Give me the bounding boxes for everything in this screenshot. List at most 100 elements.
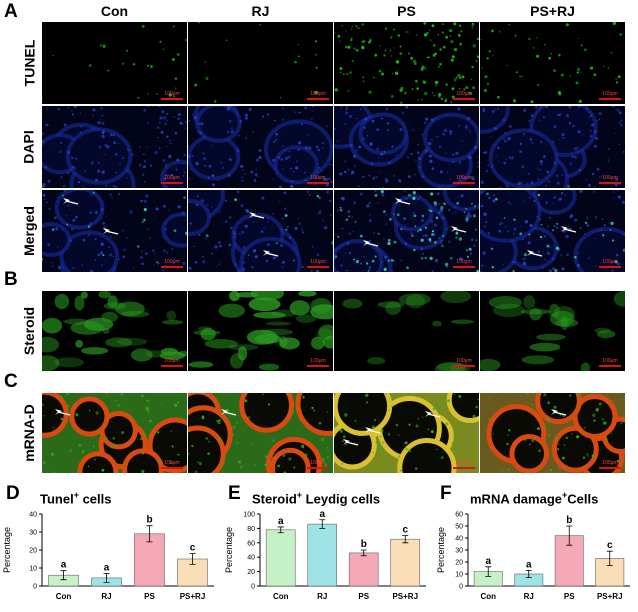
error-bar — [360, 549, 367, 557]
micrograph-dapi-1: 100μm — [188, 106, 333, 188]
bar — [348, 552, 379, 587]
error-bar — [60, 570, 67, 581]
x-tick-label: PS+RJ — [180, 592, 206, 601]
y-tick-label: 40 — [455, 536, 463, 543]
scale-bar-line — [161, 467, 183, 469]
scale-bar: 100μm — [307, 176, 329, 184]
micrograph-dapi-0: 100μm — [42, 106, 187, 188]
micrograph-mrna-0: 100μm — [42, 393, 187, 473]
y-tick-label: 60 — [455, 512, 463, 519]
y-tick-label: 40 — [247, 555, 255, 562]
scale-bar-label: 100μm — [602, 460, 618, 466]
column-header-rj: RJ — [251, 3, 270, 19]
micrograph-merged-0: 100μm — [42, 190, 187, 272]
error-bar — [189, 553, 196, 565]
micrograph-merged-3: 100μm — [480, 190, 625, 272]
scale-bar-label: 100μm — [456, 358, 472, 364]
scale-bar-label: 100μm — [164, 358, 180, 364]
micrograph-tunel-0: 100μm — [42, 22, 187, 104]
scale-bar-label: 100μm — [310, 259, 326, 265]
scale-bar-line — [161, 182, 183, 184]
scale-bar-line — [161, 365, 183, 367]
x-tick-label: PS+RJ — [597, 592, 623, 601]
scale-bar-label: 100μm — [602, 358, 618, 364]
scale-bar-line — [307, 467, 329, 469]
y-tick-label: 100 — [243, 512, 255, 519]
scale-bar: 100μm — [161, 92, 183, 100]
error-bar — [277, 526, 284, 534]
row-label-dapi: DAPI — [21, 130, 38, 164]
error-bar — [319, 519, 326, 529]
scale-bar-line — [307, 98, 329, 100]
micrograph-tunel-3: 100μm — [480, 22, 625, 104]
row-label-merged: Merged — [21, 206, 38, 256]
micrograph-steroid-2: 100μm — [334, 291, 479, 371]
scale-bar: 100μm — [453, 359, 475, 367]
scale-bar-line — [453, 266, 475, 268]
micrograph-mrna-2: 100μm — [334, 393, 479, 473]
scale-bar-line — [599, 98, 621, 100]
y-tick-label: 30 — [29, 530, 37, 537]
scale-bar-line — [453, 182, 475, 184]
chart-title-d: Tunel+ cells — [40, 490, 112, 507]
micrograph-merged-2: 100μm — [334, 190, 479, 272]
x-tick-label: RJ — [101, 592, 111, 601]
scale-bar-label: 100μm — [602, 91, 618, 97]
scale-bar: 100μm — [161, 260, 183, 268]
micrograph-steroid-3: 100μm — [480, 291, 625, 371]
scale-bar: 100μm — [599, 461, 621, 469]
scale-bar: 100μm — [307, 92, 329, 100]
y-axis-label: Percentage — [2, 527, 12, 573]
x-tick-label: Con — [273, 592, 289, 601]
y-tick-label: 0 — [33, 584, 37, 591]
scale-bar: 100μm — [307, 359, 329, 367]
scale-bar: 100μm — [453, 461, 475, 469]
column-header-ps-rj: PS+RJ — [530, 3, 575, 19]
significance-letter: a — [526, 559, 532, 570]
x-tick-label: PS — [144, 592, 155, 601]
scale-bar: 100μm — [599, 92, 621, 100]
micrograph-dapi-2: 100μm — [334, 106, 479, 188]
scale-bar-label: 100μm — [310, 91, 326, 97]
panel-letter-b: B — [4, 269, 18, 290]
y-tick-label: 40 — [29, 512, 37, 519]
scale-bar: 100μm — [599, 359, 621, 367]
scale-bar: 100μm — [599, 260, 621, 268]
scale-bar-label: 100μm — [456, 259, 472, 265]
significance-letter: a — [319, 509, 325, 520]
y-tick-label: 20 — [29, 548, 37, 555]
scale-bar: 100μm — [453, 92, 475, 100]
y-tick-label: 0 — [459, 584, 463, 591]
panel-letter-c: C — [4, 371, 18, 392]
significance-letter: a — [485, 556, 491, 567]
y-axis-label: Percentage — [224, 527, 234, 573]
scale-bar-label: 100μm — [456, 460, 472, 466]
scale-bar-line — [307, 182, 329, 184]
scale-bar-label: 100μm — [164, 91, 180, 97]
panel-letter-d: D — [6, 483, 20, 504]
tunel-bar-chart: Percentage 0 10 20 30 40 a Con a RJ b PS c PS+RJ — [2, 512, 214, 601]
error-bar — [146, 525, 153, 543]
row-label-mrna: mRNA-D — [21, 404, 37, 462]
error-bar — [566, 525, 573, 546]
x-tick-label: PS+RJ — [392, 592, 418, 601]
chart-title-f: mRNA damage+Cells — [470, 490, 599, 507]
y-tick-label: 10 — [29, 566, 37, 573]
scale-bar-label: 100μm — [164, 460, 180, 466]
scale-bar-line — [599, 182, 621, 184]
significance-letter: a — [104, 562, 110, 573]
scale-bar-label: 100μm — [310, 175, 326, 181]
column-header-con: Con — [100, 3, 129, 19]
micrograph-mrna-3: 100μm — [480, 393, 625, 473]
y-tick-label: 60 — [247, 540, 255, 547]
scale-bar: 100μm — [599, 176, 621, 184]
panel-letter-f: F — [440, 483, 452, 504]
micrograph-mrna-1: 100μm — [188, 393, 333, 473]
scale-bar-label: 100μm — [164, 175, 180, 181]
scale-bar-line — [599, 365, 621, 367]
scale-bar: 100μm — [161, 461, 183, 469]
significance-letter: c — [402, 525, 408, 536]
micrograph-tunel-1: 100μm — [188, 22, 333, 104]
micrograph-steroid-1: 100μm — [188, 291, 333, 371]
scale-bar-line — [453, 365, 475, 367]
